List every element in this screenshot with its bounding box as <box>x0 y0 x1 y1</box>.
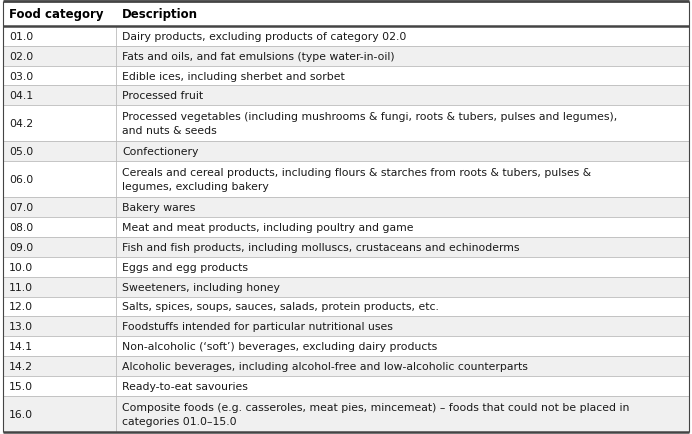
Text: Fish and fish products, including molluscs, crustaceans and echinoderms: Fish and fish products, including mollus… <box>122 243 520 253</box>
Text: legumes, excluding bakery: legumes, excluding bakery <box>122 182 268 192</box>
Bar <box>3 396 689 432</box>
Bar <box>3 336 689 356</box>
Text: 08.0: 08.0 <box>9 223 33 233</box>
Text: 06.0: 06.0 <box>9 175 33 185</box>
Text: Dairy products, excluding products of category 02.0: Dairy products, excluding products of ca… <box>122 32 406 42</box>
Text: 10.0: 10.0 <box>9 262 33 272</box>
Text: 13.0: 13.0 <box>9 322 33 332</box>
Text: 07.0: 07.0 <box>9 203 33 213</box>
Text: Eggs and egg products: Eggs and egg products <box>122 262 248 272</box>
Text: 12.0: 12.0 <box>9 302 33 312</box>
Bar <box>3 27 689 47</box>
Text: 14.1: 14.1 <box>9 341 33 351</box>
Text: Foodstuffs intended for particular nutritional uses: Foodstuffs intended for particular nutri… <box>122 322 393 332</box>
Text: 14.2: 14.2 <box>9 361 33 371</box>
Text: Edible ices, including sherbet and sorbet: Edible ices, including sherbet and sorbe… <box>122 71 345 81</box>
Bar <box>3 237 689 257</box>
Text: 09.0: 09.0 <box>9 243 33 253</box>
Text: 02.0: 02.0 <box>9 52 33 62</box>
Bar <box>3 257 689 277</box>
Text: Processed vegetables (including mushrooms & fungi, roots & tubers, pulses and le: Processed vegetables (including mushroom… <box>122 112 617 122</box>
Text: Confectionery: Confectionery <box>122 147 199 157</box>
Text: 04.1: 04.1 <box>9 91 33 101</box>
Text: 03.0: 03.0 <box>9 71 33 81</box>
Text: Bakery wares: Bakery wares <box>122 203 195 213</box>
Text: Cereals and cereal products, including flours & starches from roots & tubers, pu: Cereals and cereal products, including f… <box>122 168 591 178</box>
Text: 05.0: 05.0 <box>9 147 33 157</box>
Bar <box>3 198 689 218</box>
Text: 01.0: 01.0 <box>9 32 33 42</box>
Bar <box>3 142 689 162</box>
Bar <box>3 376 689 396</box>
Text: Sweeteners, including honey: Sweeteners, including honey <box>122 282 280 292</box>
Text: 16.0: 16.0 <box>9 409 33 419</box>
Text: Composite foods (e.g. casseroles, meat pies, mincemeat) – foods that could not b: Composite foods (e.g. casseroles, meat p… <box>122 402 630 412</box>
Text: Food category: Food category <box>9 8 104 21</box>
Text: Description: Description <box>122 8 198 21</box>
Bar <box>3 297 689 317</box>
Text: Fats and oils, and fat emulsions (type water-in-oil): Fats and oils, and fat emulsions (type w… <box>122 52 394 62</box>
Bar <box>3 47 689 66</box>
Text: Ready-to-eat savouries: Ready-to-eat savouries <box>122 381 248 391</box>
Bar <box>3 277 689 297</box>
Text: Alcoholic beverages, including alcohol-free and low-alcoholic counterparts: Alcoholic beverages, including alcohol-f… <box>122 361 528 371</box>
Bar <box>3 356 689 376</box>
Bar <box>3 317 689 336</box>
Bar <box>3 66 689 86</box>
Bar <box>3 86 689 106</box>
Text: Processed fruit: Processed fruit <box>122 91 203 101</box>
Text: 15.0: 15.0 <box>9 381 33 391</box>
Text: 11.0: 11.0 <box>9 282 33 292</box>
Text: Salts, spices, soups, sauces, salads, protein products, etc.: Salts, spices, soups, sauces, salads, pr… <box>122 302 439 312</box>
Text: Non-alcoholic (‘soft’) beverages, excluding dairy products: Non-alcoholic (‘soft’) beverages, exclud… <box>122 341 437 351</box>
Text: Meat and meat products, including poultry and game: Meat and meat products, including poultr… <box>122 223 414 233</box>
Text: and nuts & seeds: and nuts & seeds <box>122 126 217 136</box>
Text: 04.2: 04.2 <box>9 119 33 129</box>
Text: categories 01.0–15.0: categories 01.0–15.0 <box>122 416 237 426</box>
Bar <box>3 106 689 142</box>
Bar <box>3 162 689 198</box>
Bar <box>3 218 689 237</box>
